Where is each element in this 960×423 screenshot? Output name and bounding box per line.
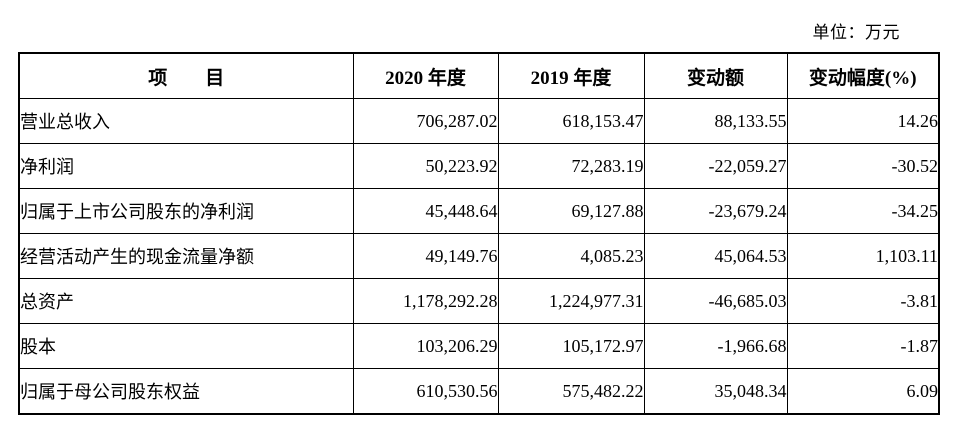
- cell-2019: 618,153.47: [497, 98, 645, 144]
- table-row: 净利润 50,223.92 72,283.19 -22,059.27 -30.5…: [18, 143, 940, 189]
- cell-2019: 72,283.19: [497, 143, 645, 189]
- col-header-change: 变动额: [643, 52, 788, 99]
- cell-change: -23,679.24: [643, 188, 788, 234]
- cell-change-pct: 14.26: [786, 98, 940, 144]
- cell-item: 归属于上市公司股东的净利润: [18, 188, 354, 234]
- cell-item: 营业总收入: [18, 98, 354, 144]
- cell-change: -1,966.68: [643, 323, 788, 369]
- table-row: 经营活动产生的现金流量净额 49,149.76 4,085.23 45,064.…: [18, 233, 940, 279]
- financial-summary-table: 项 目 2020 年度 2019 年度 变动额 变动幅度(%) 营业总收入 70…: [18, 52, 940, 415]
- cell-change-pct: -34.25: [786, 188, 940, 234]
- cell-change: 35,048.34: [643, 368, 788, 415]
- col-header-2019: 2019 年度: [497, 52, 645, 99]
- col-header-change-pct: 变动幅度(%): [786, 52, 940, 99]
- cell-2020: 610,530.56: [352, 368, 499, 415]
- table-row: 归属于母公司股东权益 610,530.56 575,482.22 35,048.…: [18, 368, 940, 415]
- cell-change: -22,059.27: [643, 143, 788, 189]
- cell-2019: 575,482.22: [497, 368, 645, 415]
- cell-change-pct: -3.81: [786, 278, 940, 324]
- col-header-2020: 2020 年度: [352, 52, 499, 99]
- cell-2019: 69,127.88: [497, 188, 645, 234]
- cell-item: 归属于母公司股东权益: [18, 368, 354, 415]
- cell-item: 股本: [18, 323, 354, 369]
- cell-2020: 45,448.64: [352, 188, 499, 234]
- table-row: 股本 103,206.29 105,172.97 -1,966.68 -1.87: [18, 323, 940, 369]
- table-row: 总资产 1,178,292.28 1,224,977.31 -46,685.03…: [18, 278, 940, 324]
- cell-2020: 50,223.92: [352, 143, 499, 189]
- cell-2020: 103,206.29: [352, 323, 499, 369]
- cell-2019: 1,224,977.31: [497, 278, 645, 324]
- table-row: 营业总收入 706,287.02 618,153.47 88,133.55 14…: [18, 98, 940, 144]
- cell-change: 88,133.55: [643, 98, 788, 144]
- col-header-item: 项 目: [18, 52, 354, 99]
- cell-change: -46,685.03: [643, 278, 788, 324]
- cell-change-pct: -1.87: [786, 323, 940, 369]
- cell-2020: 1,178,292.28: [352, 278, 499, 324]
- cell-2020: 706,287.02: [352, 98, 499, 144]
- cell-change-pct: 1,103.11: [786, 233, 940, 279]
- cell-change: 45,064.53: [643, 233, 788, 279]
- unit-label: 单位：万元: [812, 23, 900, 42]
- table-header-row: 项 目 2020 年度 2019 年度 变动额 变动幅度(%): [18, 52, 940, 99]
- cell-2019: 4,085.23: [497, 233, 645, 279]
- cell-item: 净利润: [18, 143, 354, 189]
- cell-item: 经营活动产生的现金流量净额: [18, 233, 354, 279]
- cell-change-pct: 6.09: [786, 368, 940, 415]
- cell-2019: 105,172.97: [497, 323, 645, 369]
- cell-item: 总资产: [18, 278, 354, 324]
- cell-change-pct: -30.52: [786, 143, 940, 189]
- cell-2020: 49,149.76: [352, 233, 499, 279]
- table-row: 归属于上市公司股东的净利润 45,448.64 69,127.88 -23,67…: [18, 188, 940, 234]
